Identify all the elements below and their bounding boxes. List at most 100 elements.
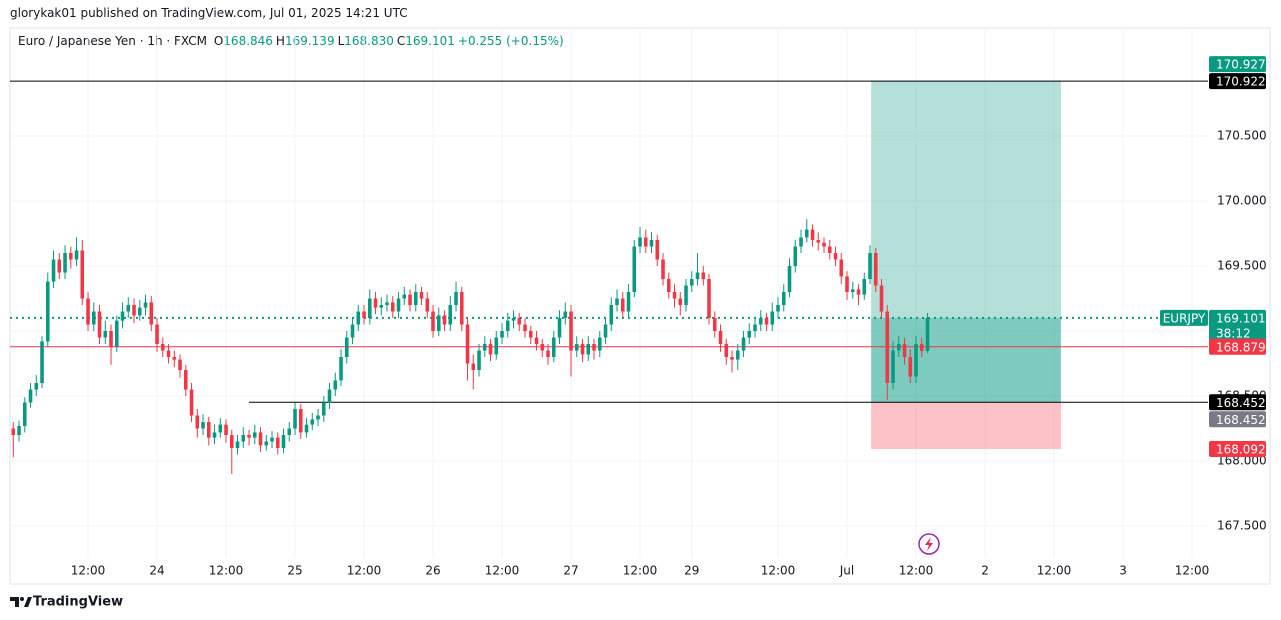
price-tag — [1209, 73, 1266, 90]
price-tag — [1209, 441, 1266, 458]
candle-body — [402, 294, 407, 299]
candle-body — [718, 331, 723, 345]
candle-body — [327, 389, 332, 403]
open-profit-zone — [871, 317, 1061, 403]
candle-body — [689, 279, 694, 286]
candle-body — [632, 246, 637, 293]
candle-body — [862, 279, 867, 295]
x-tick-label: 3 — [1119, 564, 1127, 578]
candles — [11, 219, 930, 475]
candle-body — [287, 428, 292, 436]
y-tick-label: 170.500 — [1217, 129, 1267, 143]
candle-body — [22, 402, 27, 426]
candle-body — [431, 311, 435, 332]
candle-body — [638, 237, 642, 247]
candle-body — [557, 318, 562, 338]
candle-body — [63, 253, 67, 273]
candle-body — [109, 331, 113, 347]
candle-body — [609, 305, 614, 325]
candle-body — [741, 337, 746, 351]
x-tick-label: 12:00 — [899, 564, 934, 578]
candle-body — [201, 422, 205, 429]
candle-body — [626, 292, 631, 312]
ohlc-value: 168.846 — [223, 34, 273, 48]
x-tick-label: 27 — [563, 564, 578, 578]
price-tag-label: 168.879 — [1216, 340, 1266, 354]
candle-body — [293, 409, 297, 429]
candle-body — [252, 432, 257, 438]
candle-body — [891, 350, 895, 384]
candle-body — [569, 311, 573, 351]
candle-body — [51, 259, 56, 282]
candle-body — [28, 389, 33, 403]
x-tick-label: 12:00 — [71, 564, 106, 578]
candle-body — [218, 424, 223, 433]
candle-body — [120, 311, 125, 321]
ohlc-label: C — [396, 34, 406, 48]
candle-body — [505, 320, 510, 332]
candle-body — [586, 344, 591, 355]
candle-body — [776, 305, 780, 312]
candle-body — [816, 240, 821, 243]
candle-body — [764, 318, 769, 325]
candle-body — [212, 432, 217, 438]
candle-body — [425, 298, 430, 312]
candle-body — [408, 294, 412, 306]
candle-body — [546, 350, 550, 358]
candle-body — [333, 380, 338, 390]
candle-body — [563, 311, 568, 319]
candle-body — [896, 344, 901, 351]
candle-body — [339, 357, 343, 381]
x-tick-label: 26 — [425, 564, 440, 578]
candle-body — [753, 324, 757, 332]
candle-body — [528, 331, 533, 338]
candle-body — [902, 344, 907, 358]
candle-body — [856, 289, 861, 295]
candle-body — [310, 419, 315, 425]
candle-body — [160, 344, 165, 351]
candle-body — [448, 305, 453, 325]
candle-body — [178, 359, 182, 371]
price-tag-label: 168.092 — [1216, 443, 1266, 457]
candle-body — [149, 302, 154, 325]
candle-body — [350, 324, 355, 338]
lightning-icon[interactable] — [918, 533, 940, 555]
candle-body — [822, 242, 826, 247]
brand: TradingView — [33, 595, 123, 610]
ohlc-value: 169.101 — [405, 34, 455, 48]
candle-body — [235, 441, 240, 449]
candle-body — [477, 350, 481, 371]
candle-body — [247, 435, 251, 438]
candle-body — [701, 272, 706, 280]
candle-body — [666, 279, 671, 293]
candle-body — [344, 337, 349, 358]
candle-body — [511, 318, 516, 321]
candle-body — [684, 285, 688, 306]
price-tag-label: 168.452 — [1216, 396, 1266, 410]
candle-body — [649, 240, 654, 247]
candle-body — [396, 298, 401, 312]
x-tick-label: 12:00 — [209, 564, 244, 578]
candle-body — [356, 311, 361, 325]
price-tag-label: 169.101 — [1216, 311, 1266, 325]
candle-body — [643, 237, 648, 247]
price-tag — [1209, 394, 1266, 411]
candle-body — [747, 331, 752, 338]
ohlc-value: 168.830 — [344, 34, 394, 48]
candle-body — [11, 428, 16, 436]
ohlc-label: L — [337, 34, 345, 48]
countdown: 38:12 — [1216, 326, 1251, 340]
candle-body — [316, 415, 320, 420]
x-tick-label: 24 — [149, 564, 164, 578]
x-tick-label: 29 — [684, 564, 699, 578]
candle-body — [183, 370, 188, 390]
candle-body — [482, 344, 487, 351]
candle-body — [534, 337, 539, 345]
candle-body — [34, 383, 39, 390]
candle-body — [799, 237, 803, 247]
candle-body — [103, 331, 108, 338]
stop-zone — [871, 402, 1061, 450]
candle-body — [459, 292, 464, 325]
